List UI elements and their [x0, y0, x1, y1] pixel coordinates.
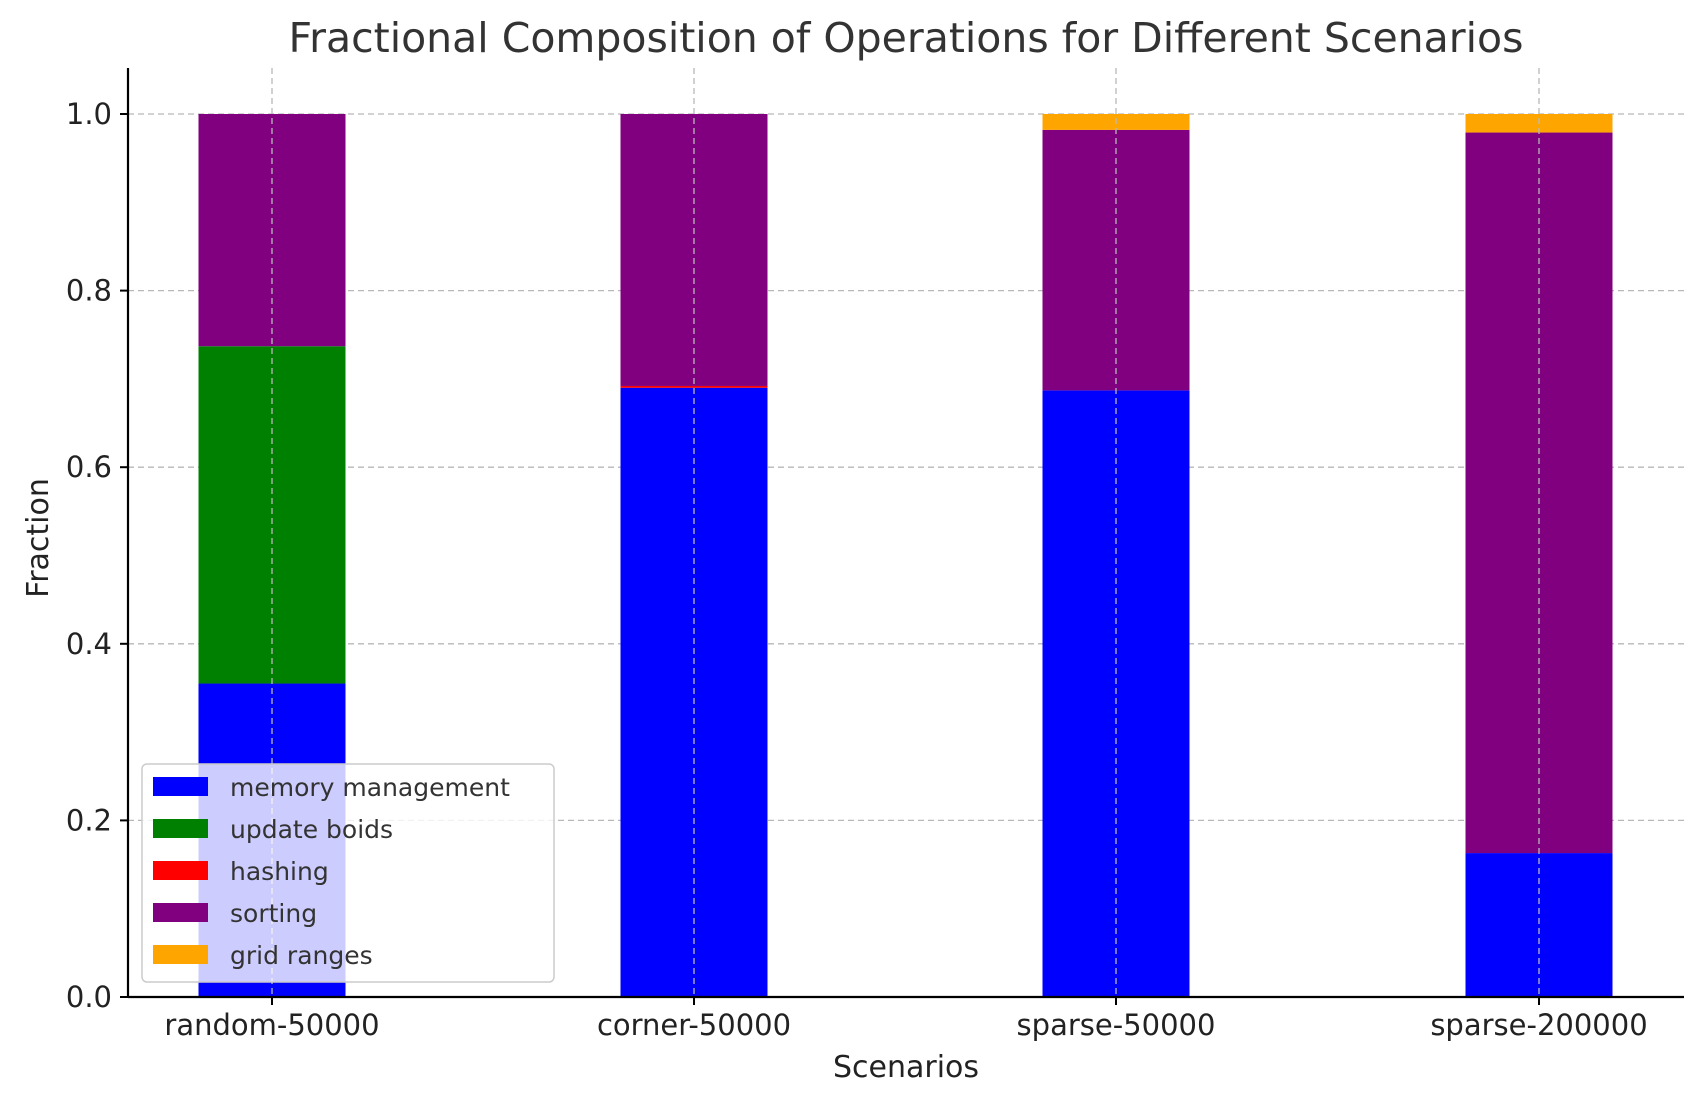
y-tick-label: 1.0	[66, 97, 112, 131]
legend-label: sorting	[230, 899, 317, 928]
chart-title: Fractional Composition of Operations for…	[289, 14, 1524, 62]
x-tick-label: sparse-200000	[1430, 1008, 1647, 1042]
y-tick-label: 0.0	[66, 980, 112, 1014]
x-tick-label: sparse-50000	[1017, 1008, 1216, 1042]
legend-label: memory management	[230, 773, 510, 802]
legend-box	[141, 763, 555, 983]
bar-hashing-corner-50000	[620, 385, 768, 388]
y-tick-label: 0.8	[66, 274, 112, 308]
legend-swatch	[153, 945, 208, 964]
legend-label: hashing	[230, 857, 329, 886]
axes	[126, 68, 1684, 999]
legend-label: update boids	[230, 815, 393, 844]
legend-swatch	[153, 903, 208, 922]
legend: memory management update boids hashing sort…	[141, 763, 555, 983]
y-axis-label: Fraction	[21, 478, 56, 598]
bars	[198, 68, 1613, 998]
legend-swatch	[153, 777, 208, 796]
y-tick-label: 0.2	[66, 803, 112, 837]
x-axis-label: Scenarios	[833, 1050, 979, 1085]
legend-swatch	[153, 819, 208, 838]
legend-label: grid ranges	[230, 941, 373, 970]
x-tick-label: corner-50000	[597, 1008, 791, 1042]
ticks: 0.0 0.2 0.4 0.6 0.8 1.0 random-50000 corner-500…	[66, 97, 1648, 1042]
bar-memory-management-sparse-200000	[1465, 853, 1613, 997]
legend-swatch	[153, 861, 208, 880]
y-tick-label: 0.4	[66, 627, 112, 661]
x-tick-label: random-50000	[164, 1008, 379, 1042]
y-tick-label: 0.6	[66, 450, 112, 484]
